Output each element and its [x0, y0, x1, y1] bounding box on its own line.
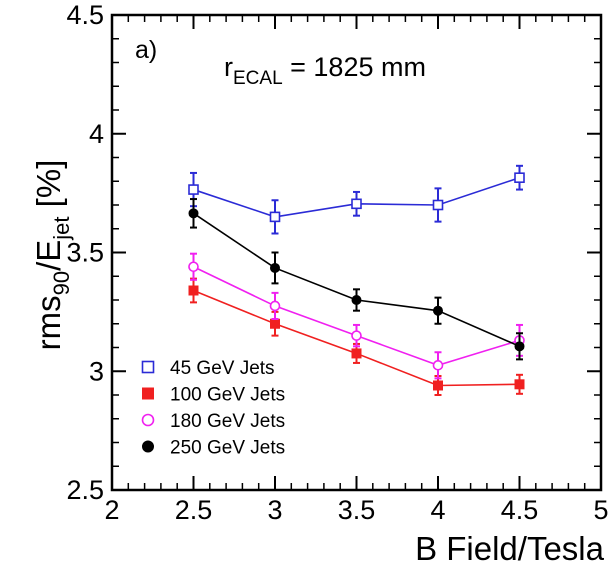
- series-2: [188, 277, 525, 396]
- data-point: [351, 295, 362, 305]
- y-axis-label-sub2: jet: [49, 216, 74, 240]
- panel-label: a): [135, 36, 157, 64]
- legend-label: 180 GeV Jets: [170, 411, 285, 432]
- legend-label: 100 GeV Jets: [170, 385, 285, 406]
- x-tick-label: 3: [267, 495, 282, 525]
- data-point: [188, 261, 199, 273]
- data-point: [433, 305, 443, 316]
- legend-label: 250 GeV Jets: [170, 438, 285, 459]
- series-3: [188, 252, 525, 380]
- legend-marker: [142, 440, 154, 453]
- data-point: [514, 379, 525, 390]
- x-tick-label: 3.5: [338, 495, 376, 525]
- y-tick-label: 4.5: [66, 0, 104, 30]
- x-tick-label: 4.5: [501, 495, 539, 525]
- data-point: [188, 184, 199, 195]
- y-tick-label: 2.5: [66, 475, 104, 505]
- annotation-prefix: r: [224, 52, 233, 82]
- data-point: [432, 360, 444, 371]
- data-point: [269, 300, 281, 312]
- y-tick-label: 3: [89, 356, 104, 386]
- series-layer: [188, 164, 525, 396]
- data-point: [270, 262, 280, 273]
- data-point: [188, 208, 199, 219]
- y-tick-label: 3.5: [66, 238, 104, 268]
- y-axis-label-part1: rms: [30, 295, 67, 350]
- series-1: [188, 164, 525, 235]
- legend-marker: [141, 413, 155, 427]
- y-axis-label-sub1: 90: [49, 271, 74, 295]
- data-point: [269, 211, 281, 223]
- annotation: rECAL = 1825 mm: [224, 52, 426, 89]
- data-point: [351, 330, 362, 341]
- x-tick-label: 4: [430, 495, 445, 525]
- x-tick-label: 2: [104, 495, 119, 525]
- y-axis-label: rms90/Ejet [%]: [30, 160, 74, 351]
- data-point: [514, 341, 525, 352]
- data-point: [433, 380, 443, 391]
- annotation-suffix: = 1825 mm: [283, 52, 426, 82]
- x-tick-label: 2.5: [175, 495, 213, 525]
- y-axis-label-part3: [%]: [30, 160, 67, 217]
- legend-label: 45 GeV Jets: [170, 358, 275, 379]
- data-point: [351, 198, 362, 210]
- data-point: [432, 199, 444, 211]
- y-axis-label-part2: /E: [30, 240, 67, 271]
- legend-marker: [141, 360, 155, 374]
- data-point: [188, 285, 199, 296]
- legend-marker: [142, 387, 154, 400]
- y-tick-label: 4: [89, 119, 104, 149]
- axes: 2 2.5 3 3.5 4 4.5 52.533.544.5: [66, 0, 608, 525]
- x-tick-label: 5: [593, 495, 608, 525]
- series-4: [188, 198, 525, 361]
- data-point: [514, 172, 525, 183]
- x-axis-label: B Field/Tesla: [415, 530, 605, 567]
- legend: 45 GeV Jets 100 GeV Jets 180 GeV Jets 250 G…: [141, 358, 285, 459]
- data-point: [270, 318, 280, 329]
- annotation-subscript: ECAL: [233, 68, 283, 89]
- data-point: [351, 348, 362, 359]
